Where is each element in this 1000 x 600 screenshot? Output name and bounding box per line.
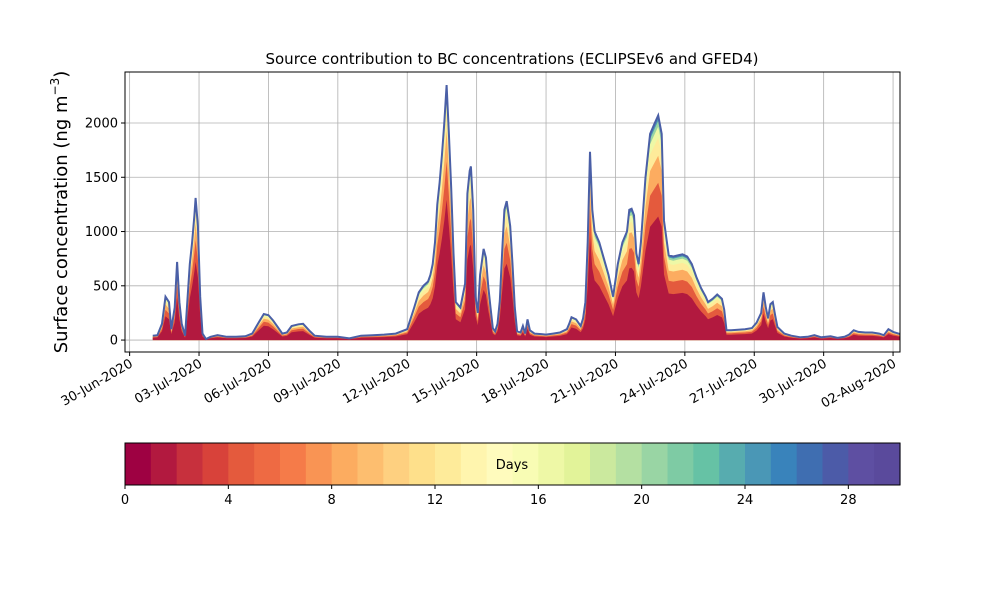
colorbar-cell (538, 443, 565, 485)
colorbar-cell (848, 443, 875, 485)
y-tick-label: 1000 (85, 225, 118, 240)
colorbar-cell (280, 443, 307, 485)
area-layer-1 (152, 87, 900, 341)
colorbar-cell (486, 443, 514, 485)
colorbar-cell (641, 443, 669, 485)
y-axis: 0 500 1000 1500 2000 (85, 117, 125, 349)
area-layer-4 (152, 110, 900, 341)
x-tick-label: 12-Jul-2020 (340, 356, 413, 407)
colorbar-cell (615, 443, 643, 485)
colorbar-cell (590, 443, 617, 485)
colorbar-cell (460, 443, 488, 485)
total-concentration-line (152, 84, 900, 341)
x-tick-label: 27-Jul-2020 (687, 356, 760, 407)
colorbar-tick-label: 20 (633, 493, 650, 508)
colorbar-cell (745, 443, 772, 485)
plot-frame (124, 71, 901, 353)
colorbar-tick-label: 8 (328, 493, 336, 508)
colorbar-cell (331, 443, 359, 485)
colorbar-cell (719, 443, 746, 485)
colorbar-cell (176, 443, 204, 485)
x-tick-label: 15-Jul-2020 (410, 356, 483, 407)
colorbar-cell (254, 443, 281, 485)
colorbar-tick-label: 12 (427, 493, 444, 508)
x-tick-label: 02-Aug-2020 (819, 356, 899, 411)
x-tick-label: 18-Jul-2020 (479, 356, 552, 407)
colorbar-tick-label: 24 (737, 493, 754, 508)
y-axis-label: Surface concentration (ng m−3) (48, 71, 72, 354)
colorbar-label: Days (496, 458, 529, 473)
colorbar-tick-label: 16 (530, 493, 547, 508)
colorbar-cell (512, 443, 539, 485)
colorbar: Days 0 4 8 12 16 20 24 28 (121, 442, 901, 508)
x-tick-label: 21-Jul-2020 (549, 356, 622, 407)
area-layer-2 (152, 91, 900, 341)
y-tick-label: 2000 (85, 117, 118, 132)
colorbar-tick-label: 4 (224, 493, 232, 508)
colorbar-cell (409, 443, 436, 485)
colorbar-cell (796, 443, 824, 485)
area-layer-3 (152, 97, 900, 341)
colorbar-tick-label: 0 (121, 493, 129, 508)
colorbar-cell (150, 443, 178, 485)
colorbar-cell (125, 443, 152, 485)
colorbar-tick-label: 28 (840, 493, 857, 508)
x-tick-label: 24-Jul-2020 (618, 356, 691, 407)
y-tick-label: 500 (93, 279, 118, 294)
x-tick-label: 06-Jul-2020 (202, 356, 275, 407)
area-layer-6 (152, 161, 900, 341)
colorbar-cell (667, 443, 694, 485)
total-line-group (152, 84, 900, 341)
x-tick-label: 30-Jun-2020 (59, 356, 136, 409)
colorbar-frame (124, 442, 901, 486)
colorbar-cell (770, 443, 798, 485)
colorbar-cell (228, 443, 255, 485)
chart-title: Source contribution to BC concentrations… (265, 50, 758, 68)
y-tick-label: 0 (110, 334, 118, 349)
colorbar-cell (305, 443, 333, 485)
colorbar-cell (693, 443, 720, 485)
colorbar-cell (874, 443, 901, 485)
area-layer-5 (152, 130, 900, 341)
x-axis: 30-Jun-202003-Jul-202006-Jul-202009-Jul-… (59, 352, 899, 412)
colorbar-cell (435, 443, 462, 485)
colorbar-cell (202, 443, 229, 485)
colorbar-cell (357, 443, 384, 485)
colorbar-cell (822, 443, 849, 485)
x-tick-label: 03-Jul-2020 (132, 356, 205, 407)
y-tick-label: 1500 (85, 171, 118, 186)
x-tick-label: 09-Jul-2020 (271, 356, 344, 407)
colorbar-cell (564, 443, 591, 485)
colorbar-cell (383, 443, 410, 485)
